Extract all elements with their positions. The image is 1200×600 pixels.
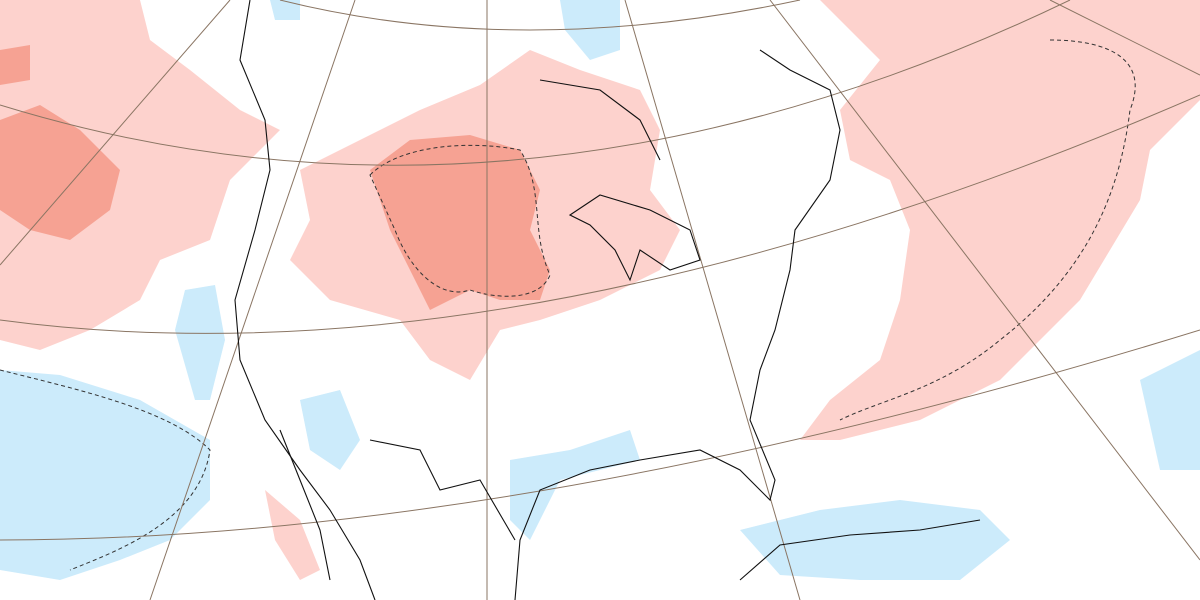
warm-region (0, 0, 280, 350)
contour (369, 144, 551, 297)
latitude-line (0, 94, 1200, 334)
coastline (514, 49, 841, 600)
lake-shore (568, 194, 701, 282)
latitude-line (279, 0, 801, 31)
warm-region-strong (0, 45, 30, 85)
cool-region (1140, 350, 1200, 470)
cool-region (300, 390, 360, 470)
warm-region (265, 490, 320, 580)
warm-region (800, 0, 1200, 440)
cool-region (560, 0, 620, 60)
warm-region-strong (370, 135, 550, 310)
cool-region (510, 430, 640, 540)
latitude-line (0, 0, 1071, 166)
meridian (1049, 0, 1200, 76)
coastline (739, 519, 981, 581)
coastlines (234, 0, 981, 600)
meridian (769, 0, 1200, 561)
meridian (624, 0, 801, 600)
contour (0, 369, 211, 571)
contour (839, 39, 1136, 421)
meridian (0, 0, 231, 266)
contours (0, 39, 1136, 571)
lake-shore (539, 79, 661, 161)
cool-region (175, 285, 225, 400)
warm-region-strong (0, 105, 120, 240)
meridian (149, 0, 356, 600)
border (369, 439, 516, 541)
warm-anomalies (0, 0, 1200, 580)
cool-region (270, 0, 300, 20)
cool-region (740, 500, 1010, 580)
latitude-line (0, 329, 1200, 541)
coastline (234, 0, 376, 600)
coastline (279, 429, 331, 581)
